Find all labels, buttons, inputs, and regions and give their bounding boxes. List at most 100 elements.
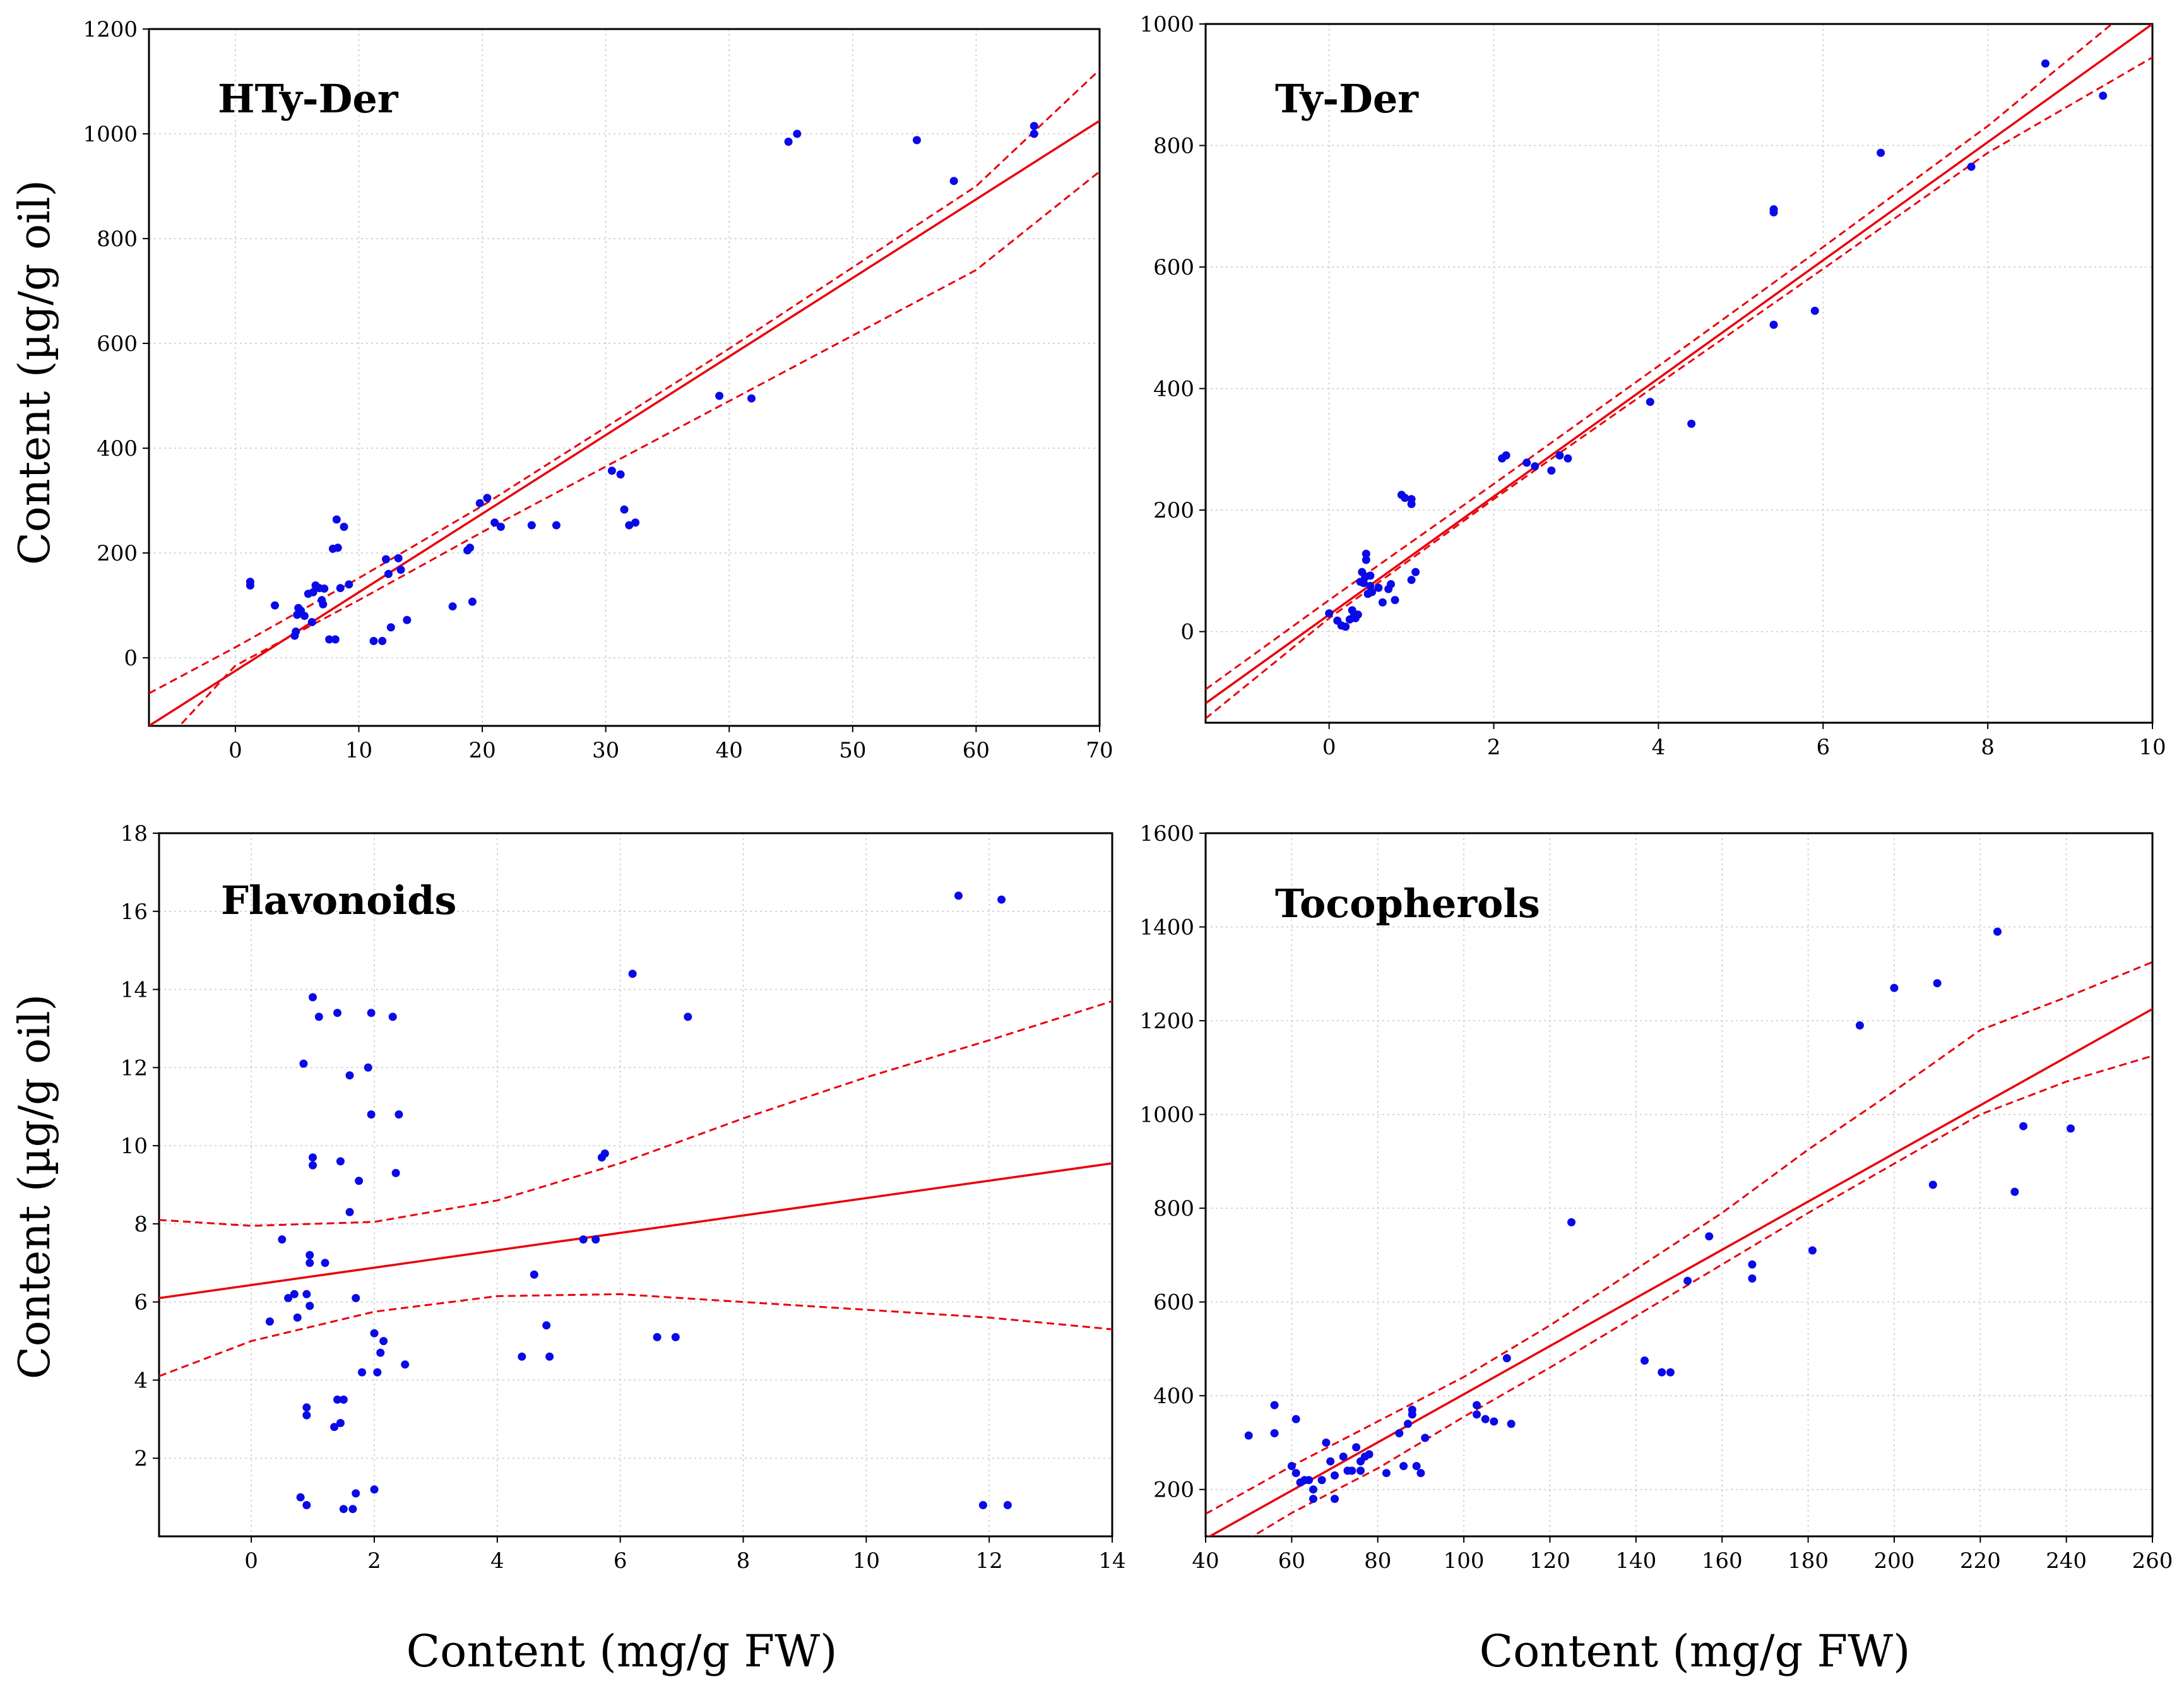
data-point [1810, 306, 1819, 315]
data-point [468, 597, 477, 606]
data-point [631, 518, 640, 527]
data-point [306, 1302, 314, 1310]
ci-lower-line [1206, 56, 2152, 720]
data-point [1353, 610, 1362, 619]
data-point [1855, 1021, 1864, 1029]
x-tick-label: 80 [1364, 1548, 1391, 1574]
data-point [1030, 129, 1038, 138]
x-tick-label: 4 [1652, 735, 1666, 760]
data-point [671, 1332, 680, 1341]
data-point [1416, 1469, 1425, 1478]
data-point [394, 554, 403, 562]
chart-panel-hty-der: 0 10 20 30 40 50 60 70 0 200 400 600 800 1000 1200 HTy-… [83, 17, 1113, 763]
data-point [1030, 122, 1038, 131]
data-point [319, 600, 328, 608]
data-point [1683, 1276, 1692, 1285]
data-point [1331, 1495, 1339, 1504]
data-point [1341, 622, 1350, 631]
data-point [545, 1352, 554, 1361]
ci-lower-line [178, 170, 1100, 726]
y-tick-label: 1400 [1139, 915, 1194, 940]
data-point [1339, 1452, 1348, 1461]
data-point [332, 515, 341, 524]
x-tick-label: 4 [490, 1548, 504, 1574]
plot-frame [1204, 832, 2154, 1538]
x-tick-label: 6 [614, 1548, 627, 1574]
data-point [1399, 1462, 1408, 1471]
data-point [1481, 1415, 1490, 1423]
y-tick-label: 200 [1153, 498, 1194, 523]
data-point [600, 1149, 609, 1158]
chart-panel-flavonoids: 0 2 4 6 8 10 12 14 2 4 6 8 10 12 14 16 18 Flavonoids [121, 821, 1126, 1574]
y-tick-label: 10 [121, 1134, 148, 1159]
y-tick-label: 16 [121, 899, 148, 925]
data-point [1362, 555, 1370, 564]
data-point [1395, 1429, 1404, 1438]
x-tick-label: 0 [228, 738, 242, 763]
data-point [2010, 1187, 2019, 1196]
data-point [1769, 205, 1778, 214]
regression-line [1206, 24, 2152, 704]
y-tick-label: 4 [134, 1368, 148, 1393]
y-tick-label: 1200 [1139, 1009, 1194, 1034]
data-point [369, 637, 378, 645]
data-point [1270, 1429, 1279, 1438]
data-point [300, 612, 309, 620]
data-point [448, 602, 457, 611]
data-point [1666, 1368, 1675, 1377]
data-point [1687, 419, 1696, 428]
regression-line [159, 1162, 1112, 1300]
x-tick-label: 40 [716, 738, 743, 763]
y-tick-label: 1000 [83, 122, 138, 147]
ci-lower-line [159, 1293, 1112, 1377]
data-point [1564, 454, 1572, 463]
y-tick-label: 1200 [83, 17, 138, 42]
data-point [391, 1168, 400, 1177]
data-point [1705, 1232, 1714, 1241]
ci-upper-line [1206, 24, 2114, 691]
data-point [483, 494, 492, 502]
data-point [306, 1259, 314, 1267]
data-point [331, 635, 340, 644]
y-tick-label: 18 [121, 821, 148, 846]
data-point [1365, 1450, 1374, 1459]
data-point [293, 1313, 302, 1322]
x-tick-label: 240 [2046, 1548, 2087, 1574]
data-point [345, 1071, 354, 1080]
regression-line [149, 119, 1100, 726]
data-point [1421, 1433, 1430, 1442]
data-point [1502, 1354, 1511, 1363]
data-point [296, 1493, 305, 1502]
data-point [379, 1337, 388, 1346]
data-point [1366, 571, 1375, 580]
data-point [336, 1157, 345, 1166]
data-point [1325, 609, 1334, 618]
data-point [1309, 1495, 1317, 1504]
x-tick-label: 260 [2132, 1548, 2173, 1574]
data-point [1391, 596, 1399, 605]
data-point [1331, 1471, 1339, 1480]
data-point [284, 1294, 293, 1302]
data-point [302, 1501, 311, 1509]
data-point [2067, 1124, 2075, 1133]
data-point [1473, 1410, 1481, 1419]
data-point [333, 1395, 341, 1404]
regression-line [1208, 1007, 2152, 1536]
x-tick-label: 12 [976, 1548, 1003, 1574]
data-point [620, 505, 629, 514]
data-point [527, 521, 536, 530]
data-point [1808, 1246, 1817, 1255]
x-tick-label: 60 [1278, 1548, 1305, 1574]
y-tick-label: 800 [97, 227, 138, 252]
data-point [616, 470, 625, 479]
data-point [954, 891, 963, 900]
data-point [292, 627, 300, 636]
data-point [302, 1403, 311, 1412]
data-point [364, 1063, 372, 1072]
data-point [684, 1012, 692, 1021]
data-point [542, 1321, 551, 1330]
data-point [1356, 1466, 1365, 1475]
data-point [1352, 1443, 1361, 1452]
data-point [591, 1235, 600, 1244]
